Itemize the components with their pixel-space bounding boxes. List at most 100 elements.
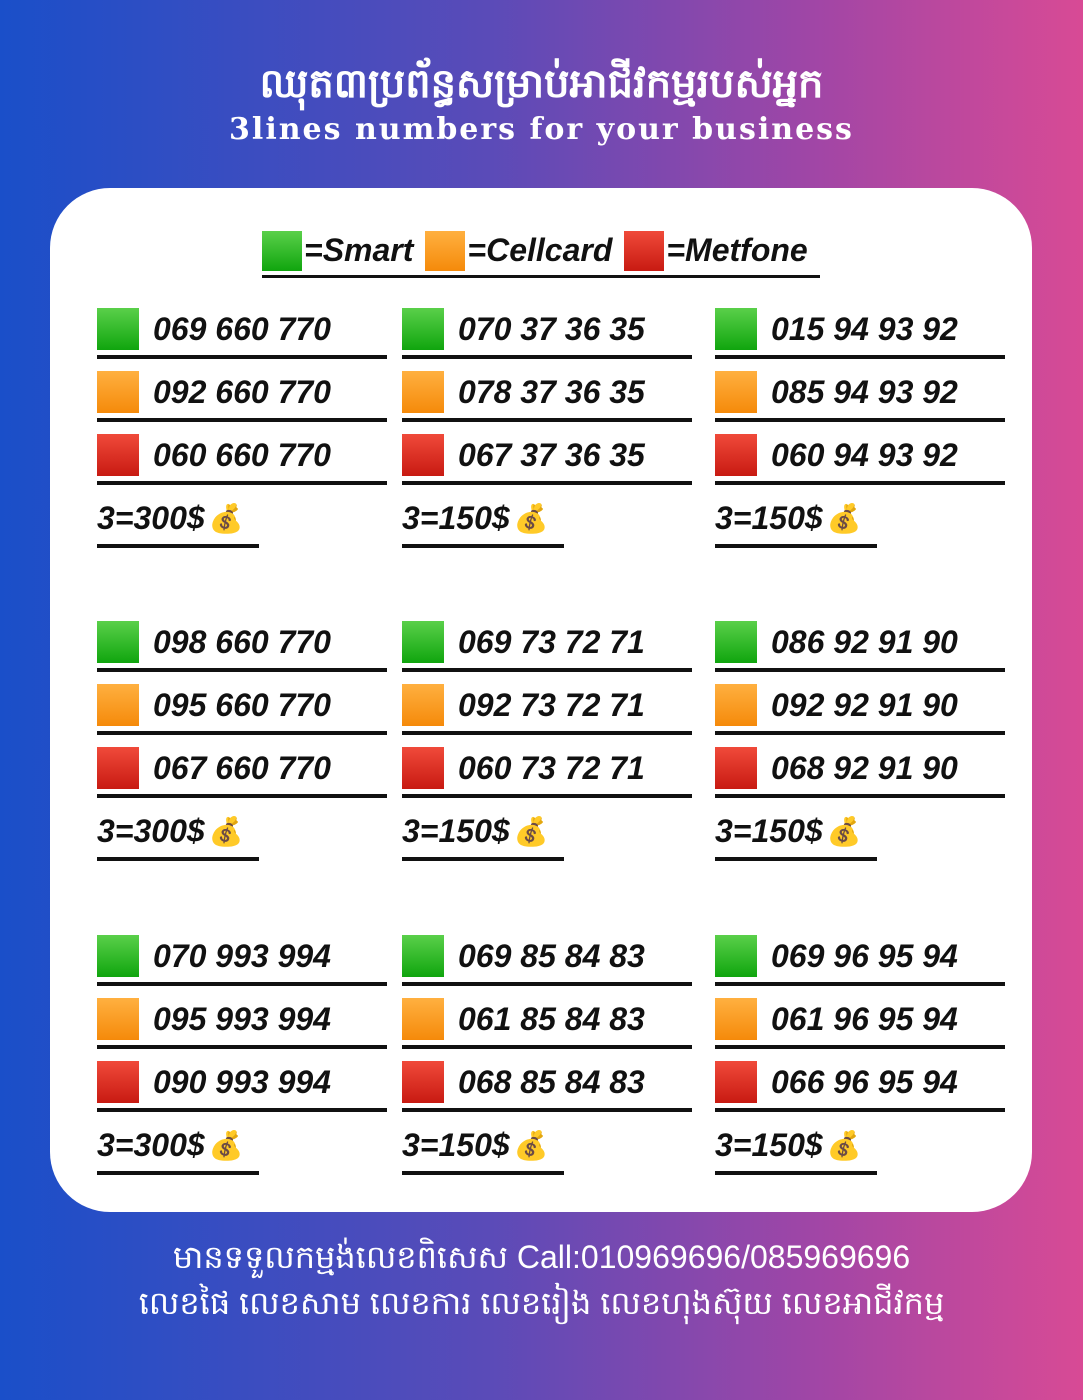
smart-swatch-icon xyxy=(402,308,444,350)
price: 3=300$ xyxy=(97,812,205,849)
number-set: 069 85 84 83 061 85 84 83 068 85 84 83 3=15… xyxy=(402,930,692,1175)
phone-number: 078 37 36 35 xyxy=(458,373,645,410)
price-label: 3=300$ 💰 xyxy=(97,492,259,548)
phone-line-metfone: 067 660 770 xyxy=(97,742,387,798)
phone-number: 060 73 72 71 xyxy=(458,749,645,786)
phone-number: 092 73 72 71 xyxy=(458,686,645,723)
price: 3=150$ xyxy=(715,1126,823,1163)
money-bag-icon: 💰 xyxy=(513,815,549,847)
price-label: 3=300$ 💰 xyxy=(97,1119,259,1175)
phone-line-cellcard: 061 85 84 83 xyxy=(402,993,692,1049)
cellcard-swatch-icon xyxy=(97,684,139,726)
phone-number: 060 94 93 92 xyxy=(771,436,958,473)
number-set: 098 660 770 095 660 770 067 660 770 3=300$ 💰 xyxy=(97,616,387,861)
price-label: 3=150$ 💰 xyxy=(402,805,564,861)
money-bag-icon: 💰 xyxy=(208,815,244,847)
metfone-swatch-icon xyxy=(715,1061,757,1103)
phone-line-smart: 070 37 36 35 xyxy=(402,303,692,359)
cellcard-swatch-icon xyxy=(425,230,466,271)
phone-number: 095 660 770 xyxy=(153,686,331,723)
phone-line-metfone: 060 660 770 xyxy=(97,429,387,485)
phone-line-cellcard: 092 92 91 90 xyxy=(715,679,1005,735)
number-set: 069 660 770 092 660 770 060 660 770 3=300$ 💰 xyxy=(97,303,387,548)
smart-swatch-icon xyxy=(97,308,139,350)
cellcard-swatch-icon xyxy=(402,371,444,413)
money-bag-icon: 💰 xyxy=(826,815,862,847)
phone-number: 070 37 36 35 xyxy=(458,310,645,347)
number-set: 069 96 95 94 061 96 95 94 066 96 95 94 3=15… xyxy=(715,930,1005,1175)
phone-number: 068 85 84 83 xyxy=(458,1063,645,1100)
money-bag-icon: 💰 xyxy=(208,1129,244,1161)
metfone-swatch-icon xyxy=(97,1061,139,1103)
phone-line-metfone: 060 73 72 71 xyxy=(402,742,692,798)
phone-number: 069 85 84 83 xyxy=(458,937,645,974)
phone-number: 085 94 93 92 xyxy=(771,373,958,410)
phone-line-smart: 086 92 91 90 xyxy=(715,616,1005,672)
phone-number: 069 73 72 71 xyxy=(458,623,645,660)
smart-swatch-icon xyxy=(715,308,757,350)
price: 3=150$ xyxy=(402,812,510,849)
phone-number: 068 92 91 90 xyxy=(771,749,958,786)
metfone-swatch-icon xyxy=(402,1061,444,1103)
phone-line-cellcard: 095 660 770 xyxy=(97,679,387,735)
metfone-swatch-icon xyxy=(715,434,757,476)
title-english: 3lines numbers for your business xyxy=(229,112,854,147)
cellcard-swatch-icon xyxy=(715,684,757,726)
phone-line-smart: 069 73 72 71 xyxy=(402,616,692,672)
phone-number: 015 94 93 92 xyxy=(771,310,958,347)
phone-number: 070 993 994 xyxy=(153,937,331,974)
price-label: 3=150$ 💰 xyxy=(715,805,877,861)
smart-swatch-icon xyxy=(97,935,139,977)
footer: មានទទួលកម្មង់លេខពិសេស Call:010969696/085… xyxy=(0,1234,1083,1347)
phone-line-smart: 070 993 994 xyxy=(97,930,387,986)
cellcard-swatch-icon xyxy=(402,998,444,1040)
metfone-swatch-icon xyxy=(402,434,444,476)
phone-line-metfone: 066 96 95 94 xyxy=(715,1056,1005,1112)
legend-cellcard: =Cellcard xyxy=(467,232,613,268)
title-khmer: ឈុត៣ប្រព័ន្ធសម្រាប់អាជីវកម្មរបស់អ្នក xyxy=(259,62,824,106)
metfone-swatch-icon xyxy=(624,230,665,271)
smart-swatch-icon xyxy=(715,935,757,977)
phone-line-cellcard: 085 94 93 92 xyxy=(715,366,1005,422)
price: 3=150$ xyxy=(402,1126,510,1163)
cellcard-swatch-icon xyxy=(97,371,139,413)
phone-number: 067 660 770 xyxy=(153,749,331,786)
cellcard-swatch-icon xyxy=(715,998,757,1040)
price: 3=150$ xyxy=(715,499,823,536)
phone-line-smart: 015 94 93 92 xyxy=(715,303,1005,359)
phone-line-metfone: 060 94 93 92 xyxy=(715,429,1005,485)
phone-number: 098 660 770 xyxy=(153,623,331,660)
phone-line-cellcard: 078 37 36 35 xyxy=(402,366,692,422)
price-label: 3=150$ 💰 xyxy=(715,492,877,548)
legend-smart: =Smart xyxy=(304,232,414,268)
cellcard-swatch-icon xyxy=(402,684,444,726)
phone-line-metfone: 067 37 36 35 xyxy=(402,429,692,485)
phone-line-metfone: 068 92 91 90 xyxy=(715,742,1005,798)
metfone-swatch-icon xyxy=(97,747,139,789)
money-bag-icon: 💰 xyxy=(826,502,862,534)
price-label: 3=150$ 💰 xyxy=(402,492,564,548)
phone-line-smart: 069 85 84 83 xyxy=(402,930,692,986)
phone-line-metfone: 090 993 994 xyxy=(97,1056,387,1112)
phone-line-cellcard: 095 993 994 xyxy=(97,993,387,1049)
phone-number: 090 993 994 xyxy=(153,1063,331,1100)
footer-contact: មានទទួលកម្មង់លេខពិសេស Call:010969696/085… xyxy=(172,1239,911,1275)
phone-line-smart: 069 660 770 xyxy=(97,303,387,359)
phone-number: 060 660 770 xyxy=(153,436,331,473)
phone-number: 092 660 770 xyxy=(153,373,331,410)
numbers-card: =Smart =Cellcard =Metfone 069 660 770 092… xyxy=(50,188,1032,1212)
smart-swatch-icon xyxy=(97,621,139,663)
phone-number: 069 660 770 xyxy=(153,310,331,347)
number-set: 086 92 91 90 092 92 91 90 068 92 91 90 3=15… xyxy=(715,616,1005,861)
money-bag-icon: 💰 xyxy=(826,1129,862,1161)
carrier-legend: =Smart =Cellcard =Metfone xyxy=(262,226,820,278)
metfone-swatch-icon xyxy=(715,747,757,789)
phone-number: 095 993 994 xyxy=(153,1000,331,1037)
metfone-swatch-icon xyxy=(402,747,444,789)
smart-swatch-icon xyxy=(402,935,444,977)
legend-metfone: =Metfone xyxy=(666,232,808,268)
number-set: 069 73 72 71 092 73 72 71 060 73 72 71 3=15… xyxy=(402,616,692,861)
phone-number: 066 96 95 94 xyxy=(771,1063,958,1100)
cellcard-swatch-icon xyxy=(715,371,757,413)
smart-swatch-icon xyxy=(262,230,302,271)
